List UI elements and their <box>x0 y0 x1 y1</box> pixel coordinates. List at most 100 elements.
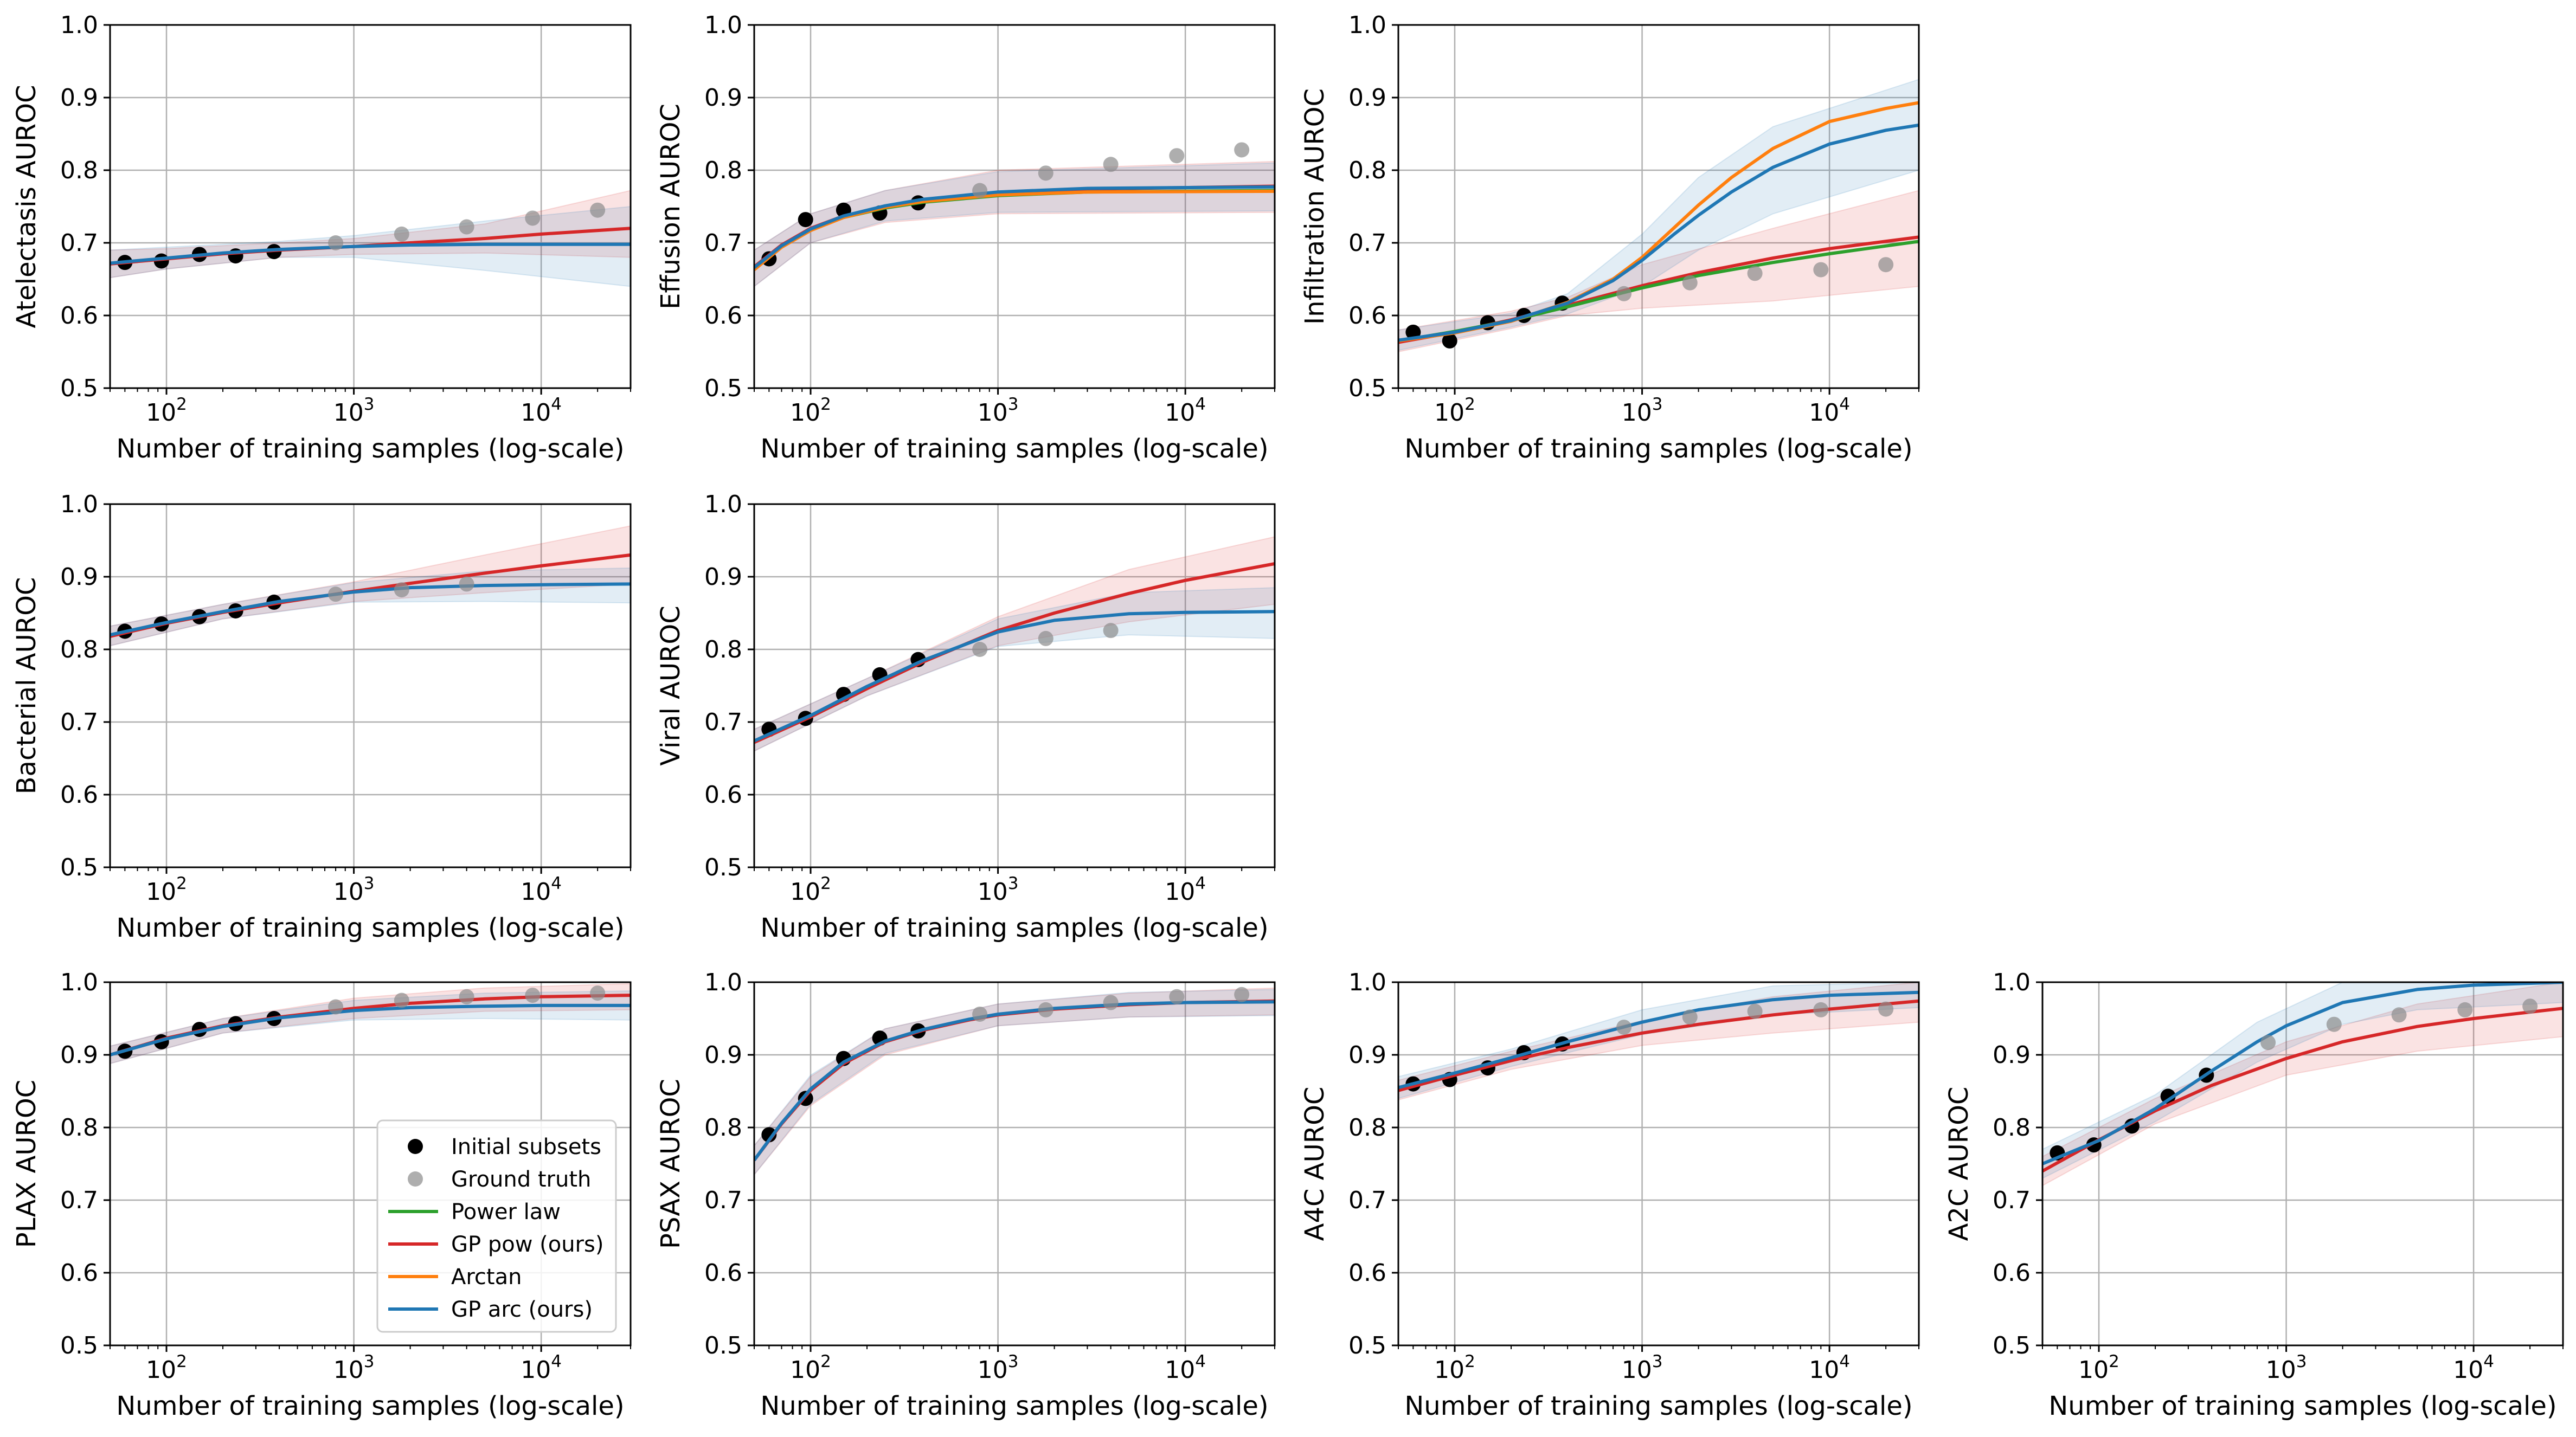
x-tick-label: 103 <box>1622 395 1663 427</box>
y-tick-label: 0.7 <box>60 229 98 257</box>
legend-ground-truth-label: Ground truth <box>451 1167 591 1192</box>
y-axis-label: Viral AUROC <box>656 605 686 765</box>
y-tick-label: 0.5 <box>704 854 742 881</box>
plot-area <box>110 25 631 388</box>
x-tick-label: 104 <box>521 1352 562 1384</box>
ground-truth-point <box>1682 275 1698 291</box>
plot-area <box>2042 982 2563 1345</box>
y-axis-label: Effusion AUROC <box>656 104 686 310</box>
y-tick-label: 1.0 <box>1348 969 1386 996</box>
legend-power-law-label: Power law <box>451 1200 561 1225</box>
initial-subset-point <box>761 1127 777 1143</box>
plot-area <box>754 504 1275 867</box>
ground-truth-point <box>1747 1003 1763 1019</box>
y-tick-label: 1.0 <box>60 491 98 518</box>
ground-truth-point <box>1234 987 1250 1002</box>
curve-gp-arc <box>754 610 1275 743</box>
panel-atelectasis-auroc: 0.5 0.6 0.7 0.8 0.9 1.0 102 103 104 Number of tra… <box>11 11 632 464</box>
x-tick-label: 103 <box>978 874 1019 906</box>
x-axis-label: Number of training samples (log-scale) <box>760 1391 1268 1421</box>
x-tick-label: 104 <box>1165 1352 1206 1384</box>
y-tick-label: 0.5 <box>1348 1332 1386 1359</box>
curve-gp-arc <box>110 1003 631 1056</box>
y-tick-label: 0.9 <box>60 84 98 112</box>
ground-truth-point <box>1878 257 1894 273</box>
axes-frame <box>109 503 632 868</box>
ground-truth-point <box>1616 286 1632 301</box>
x-tick-label: 104 <box>1809 1352 1850 1384</box>
ground-truth-point <box>972 642 988 657</box>
band-gp-arc <box>754 162 1275 287</box>
band-gp-arc <box>754 587 1275 752</box>
axes-frame <box>2041 981 2564 1346</box>
y-tick-label: 0.7 <box>60 708 98 736</box>
y-tick-label: 0.5 <box>1348 375 1386 402</box>
band-gp-arc <box>1398 79 1919 351</box>
panel-effusion-auroc: 0.5 0.6 0.7 0.8 0.9 1.0 102 103 104 Number of tra… <box>656 11 1276 464</box>
y-tick-label: 1.0 <box>60 969 98 996</box>
ground-truth-point <box>1103 995 1119 1010</box>
band-gp-arc <box>110 567 631 647</box>
y-tick-label: 0.9 <box>1993 1041 2031 1069</box>
y-tick-label: 0.9 <box>704 84 742 112</box>
plot-content <box>1398 982 1919 1101</box>
y-tick-label: 0.6 <box>60 302 98 330</box>
y-tick-label: 0.9 <box>704 563 742 591</box>
y-tick-label: 1.0 <box>60 11 98 39</box>
y-axis-label: Bacterial AUROC <box>11 577 42 795</box>
panel-psax-auroc: 0.5 0.6 0.7 0.8 0.9 1.0 102 103 104 Number of tra… <box>656 969 1276 1421</box>
ground-truth-point <box>2260 1035 2276 1051</box>
y-tick-label: 1.0 <box>704 11 742 39</box>
ground-truth-point <box>590 202 606 218</box>
ground-truth-point <box>328 587 344 602</box>
band-gp-pow <box>1398 982 1919 1101</box>
band-gp-arc <box>110 990 631 1065</box>
y-tick-label: 0.8 <box>60 636 98 663</box>
ground-truth-point <box>1813 262 1829 278</box>
ground-truth-point <box>525 210 541 226</box>
y-tick-label: 0.8 <box>704 157 742 184</box>
y-tick-label: 0.8 <box>1348 157 1386 184</box>
x-tick-label: 102 <box>790 395 831 427</box>
ground-truth-point <box>1169 989 1185 1004</box>
x-tick-label: 103 <box>978 1352 1019 1384</box>
y-tick-label: 0.9 <box>1348 84 1386 112</box>
plot-content <box>2042 982 2563 1187</box>
legend-arctan-label: Arctan <box>451 1265 522 1290</box>
plot-content <box>110 525 631 647</box>
plot-content <box>754 142 1275 287</box>
plot-area <box>754 982 1275 1345</box>
y-axis-label: A4C AUROC <box>1300 1087 1330 1241</box>
ground-truth-point <box>1616 1020 1632 1035</box>
legend-ground-truth-marker <box>408 1171 423 1187</box>
x-tick-label: 103 <box>333 874 375 906</box>
x-tick-label: 102 <box>146 395 187 427</box>
y-tick-label: 0.8 <box>704 1114 742 1142</box>
y-tick-label: 0.6 <box>1993 1259 2031 1287</box>
y-tick-label: 0.5 <box>1993 1332 2031 1359</box>
x-tick-label: 104 <box>1165 874 1206 906</box>
x-tick-label: 102 <box>146 874 187 906</box>
ground-truth-point <box>1169 148 1185 164</box>
y-tick-label: 0.9 <box>1348 1041 1386 1069</box>
axes-frame <box>753 981 1276 1346</box>
ground-truth-point <box>459 989 474 1004</box>
axes-frame <box>753 24 1276 389</box>
curve-gp-arc <box>2042 982 2563 1165</box>
panel-viral-auroc: 0.5 0.6 0.7 0.8 0.9 1.0 102 103 104 Number of tra… <box>656 491 1276 943</box>
initial-subset-point <box>798 212 813 228</box>
y-tick-label: 0.7 <box>704 708 742 736</box>
plot-content <box>110 983 631 1065</box>
y-tick-label: 0.6 <box>704 781 742 809</box>
ground-truth-point <box>590 985 606 1001</box>
y-tick-label: 0.5 <box>60 854 98 881</box>
plot-content <box>1398 79 1919 353</box>
ground-truth-point <box>328 999 344 1015</box>
x-axis-label: Number of training samples (log-scale) <box>116 434 624 464</box>
initial-subset-point <box>1442 333 1457 349</box>
ground-truth-point <box>2326 1016 2342 1032</box>
y-tick-label: 0.9 <box>60 1041 98 1069</box>
curve-gp-pow <box>1398 999 1919 1092</box>
legend-gp-arc-label: GP arc (ours) <box>451 1297 593 1322</box>
